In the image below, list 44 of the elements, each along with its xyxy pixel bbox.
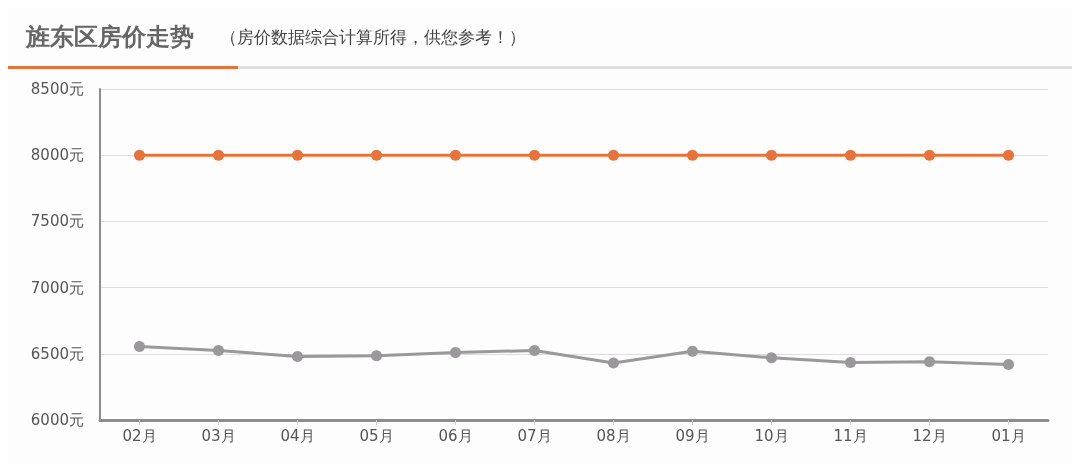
point <box>924 356 935 368</box>
point <box>766 149 777 161</box>
y-tick-label: 6500元 <box>30 344 84 363</box>
point <box>371 149 382 161</box>
x-tick-label: 05月 <box>359 426 394 445</box>
point <box>371 350 382 362</box>
y-tick-label: 7500元 <box>30 212 84 231</box>
x-tick-label: 07月 <box>517 426 552 445</box>
point <box>292 149 303 161</box>
point <box>924 149 935 161</box>
x-tick-label: 03月 <box>201 426 236 445</box>
y-tick-label: 8000元 <box>30 146 84 165</box>
point <box>529 344 540 356</box>
point <box>1003 358 1014 370</box>
x-tick-label: 06月 <box>438 426 473 445</box>
x-tick-label: 11月 <box>833 426 868 445</box>
x-tick-label: 01月 <box>991 426 1026 445</box>
chart-subtitle: （房价数据综合计算所得，供您参考！） <box>220 25 526 49</box>
point <box>450 346 461 358</box>
y-tick-label: 6000元 <box>30 411 84 429</box>
x-tick-label: 08月 <box>596 426 631 445</box>
point <box>450 149 461 161</box>
y-tick-label: 7000元 <box>30 278 84 297</box>
point <box>529 149 540 161</box>
y-tick-label: 8500元 <box>30 80 84 98</box>
point <box>608 149 619 161</box>
point <box>134 149 145 161</box>
point <box>213 344 224 356</box>
point <box>766 352 777 364</box>
point <box>845 356 856 368</box>
x-tick-label: 09月 <box>675 426 710 445</box>
chart-title: 旌东区房价走势 <box>26 22 194 53</box>
x-tick-label: 02月 <box>122 426 157 445</box>
point <box>213 149 224 161</box>
x-tick-label: 10月 <box>754 426 789 445</box>
point <box>1003 149 1014 161</box>
point <box>608 357 619 369</box>
x-tick-label: 04月 <box>280 426 315 445</box>
point <box>134 341 145 353</box>
point <box>845 149 856 161</box>
point <box>687 345 698 357</box>
point <box>292 350 303 362</box>
point <box>687 149 698 161</box>
x-tick-label: 12月 <box>912 426 947 445</box>
